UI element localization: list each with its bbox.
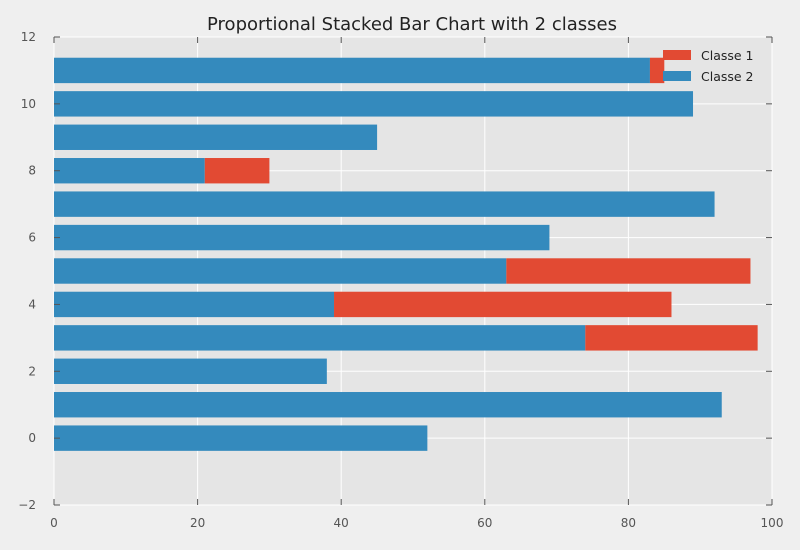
bar-classe-2 xyxy=(54,358,327,384)
legend: Classe 1 Classe 2 xyxy=(663,48,754,84)
y-tick-label: 12 xyxy=(21,30,36,44)
bars xyxy=(54,57,758,451)
x-tick-labels: 0 20 40 60 80 100 xyxy=(50,516,783,530)
y-tick-label: 2 xyxy=(28,364,36,378)
y-tick-label: −2 xyxy=(18,498,36,512)
bar-classe-1 xyxy=(334,291,672,318)
chart-title: Proportional Stacked Bar Chart with 2 cl… xyxy=(207,14,617,35)
x-tick-label: 80 xyxy=(621,516,636,530)
bar-classe-2 xyxy=(54,425,428,451)
bar-classe-1 xyxy=(585,325,758,351)
x-tick-label: 60 xyxy=(477,516,492,530)
x-tick-label: 100 xyxy=(761,516,784,530)
y-tick-label: 4 xyxy=(28,297,36,311)
bar-classe-2 xyxy=(54,57,650,84)
bar-classe-1 xyxy=(649,57,665,84)
bar-classe-2 xyxy=(54,291,335,318)
bar-classe-2 xyxy=(54,124,378,150)
bar-classe-2 xyxy=(54,191,715,217)
x-tick-label: 40 xyxy=(334,516,349,530)
bar-classe-2 xyxy=(54,224,550,251)
bar-classe-1 xyxy=(204,158,270,184)
y-tick-label: 0 xyxy=(28,431,36,445)
legend-swatch xyxy=(663,71,691,81)
axis-ticks xyxy=(53,36,773,506)
y-tick-labels: −2 0 2 4 6 8 10 12 xyxy=(18,30,36,512)
legend-label: Classe 2 xyxy=(701,69,754,84)
bar-classe-2 xyxy=(54,325,586,351)
bar-classe-2 xyxy=(54,392,722,418)
y-tick-label: 8 xyxy=(28,164,36,178)
bar-classe-1 xyxy=(506,258,751,284)
x-tick-label: 0 xyxy=(50,516,58,530)
y-tick-label: 6 xyxy=(28,231,36,245)
legend-swatch xyxy=(663,50,691,60)
bar-classe-2 xyxy=(54,158,205,184)
x-tick-label: 20 xyxy=(190,516,205,530)
bar-classe-2 xyxy=(54,91,694,117)
y-tick-label: 10 xyxy=(21,97,36,111)
bar-classe-2 xyxy=(54,258,507,284)
legend-label: Classe 1 xyxy=(701,48,754,63)
